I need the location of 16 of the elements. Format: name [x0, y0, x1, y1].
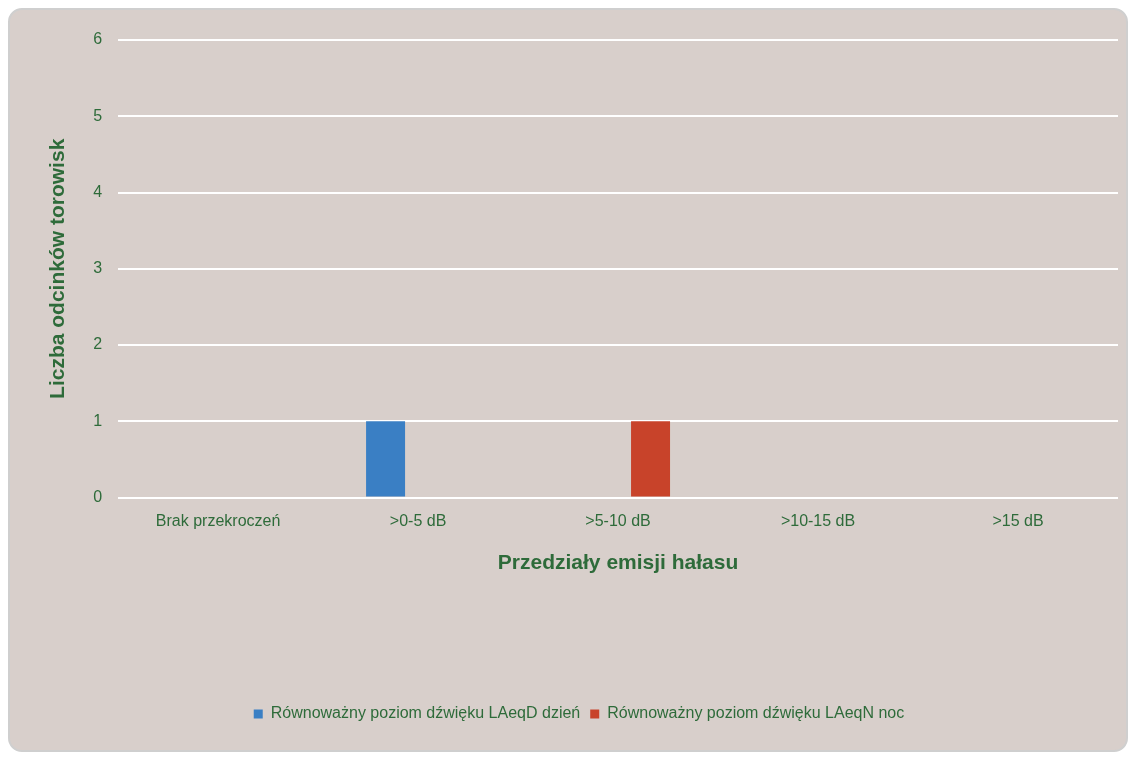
y-tick-label: 4 [93, 182, 103, 200]
y-axis-title: Liczba odcinków torowisk [45, 138, 69, 399]
y-tick-label: 2 [93, 335, 103, 353]
x-tick-label: Brak przekroczeń [155, 511, 281, 529]
y-tick-label: 3 [93, 259, 103, 277]
legend-label: Równoważny poziom dźwięku LAeqN noc [607, 704, 905, 722]
x-tick-label: >5-10 dB [585, 511, 651, 529]
x-tick-label: >10-15 dB [780, 511, 856, 529]
x-tick-label: >0-5 dB [389, 511, 447, 529]
y-tick-label: 1 [93, 411, 103, 429]
y-tick-label: 5 [93, 106, 103, 124]
y-tick-label: 0 [93, 488, 103, 506]
x-axis-title: Przedziały emisji hałasu [497, 550, 739, 574]
legend-label: Równoważny poziom dźwięku LAeqD dzień [270, 704, 581, 722]
x-tick-label: >15 dB [992, 511, 1044, 529]
y-tick-label: 6 [93, 30, 103, 48]
